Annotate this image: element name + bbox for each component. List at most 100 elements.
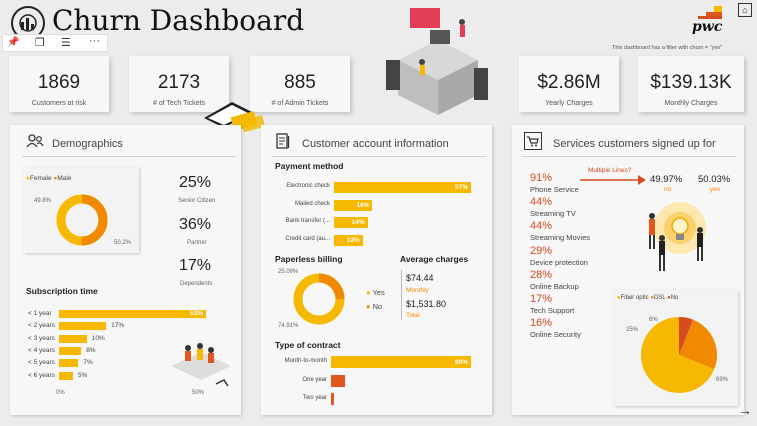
service-name: Device protection (530, 257, 588, 267)
pie-slice-fiber (641, 317, 715, 393)
multiple-lines-title: Multiple Lines? (588, 167, 632, 174)
female-pct-label: 49.8% (34, 198, 52, 204)
contract-bar-value: 89% (455, 359, 469, 366)
people-illustration (171, 343, 231, 387)
service-name: Streaming TV (530, 209, 576, 219)
paperless-legend: ● Yes ● No (366, 288, 385, 311)
visual-toolbar: 📌 ❐ ☰ ··· (2, 34, 108, 52)
multiple-lines-yes-label: yes (710, 186, 721, 193)
payment-bar-label: Electronic check (286, 183, 330, 189)
payment-bar-value: 14% (351, 219, 365, 226)
service-pct: 16% (530, 317, 553, 330)
service-pct: 44% (530, 220, 553, 233)
demographics-title: Demographics (52, 138, 123, 150)
service-name: Streaming Movies (530, 233, 591, 243)
donut-slice-yes (293, 273, 345, 325)
legend-female: Female (29, 175, 52, 182)
payment-bar-label: Credit card (au... (285, 235, 330, 242)
sub-bar (59, 310, 206, 318)
senior-citizen-value: 25% (179, 174, 212, 191)
filter-note: This dashboard has a filter with churn =… (612, 45, 723, 51)
service-name: Online Security (530, 330, 581, 340)
sub-bar-value: 17% (111, 322, 125, 330)
kpi-customers-at-risk: 1869 Customers at risk (9, 56, 109, 112)
senior-citizen-label: Senior Citizen (178, 198, 216, 204)
users-icon (26, 134, 44, 153)
filter-icon[interactable]: ☰ (61, 37, 71, 49)
contract-title: Type of contract (275, 340, 341, 350)
dependents-value: 17% (179, 257, 212, 274)
home-button[interactable]: ⌂ (738, 3, 752, 17)
subscription-title: Subscription time (26, 286, 98, 296)
service-name: Online Backup (530, 281, 579, 291)
paperless-no-pct: 74.91% (278, 323, 299, 329)
kpi-tech-tickets: 2173 # of Tech Tickets (129, 56, 229, 112)
paperless-yes-pct: 25.09% (278, 269, 299, 275)
avg-total-value: $1,531.80 (406, 299, 447, 309)
contract-bar (331, 356, 471, 368)
legend-male: Male (57, 175, 72, 182)
services-title: Services customers signed up for (553, 138, 716, 150)
copy-icon[interactable]: ❐ (35, 37, 45, 49)
payment-bar (334, 234, 363, 246)
sub-bar (59, 371, 73, 380)
dependents-label: Dependents (180, 281, 213, 287)
partner-value: 36% (179, 216, 212, 233)
legend-dsl: DSL (653, 295, 666, 301)
payment-bar-label: Bank transfer (... (285, 218, 330, 224)
payment-bar-value: 16% (356, 201, 370, 209)
multiple-lines-yes-value: 50.03% (698, 174, 731, 185)
internet-legend: ●Fiber optic ●DSL ●No (617, 295, 679, 301)
service-name: Tech Support (530, 306, 575, 315)
sub-bar-value: 7% (83, 359, 93, 367)
sub-axis-50: 50% (192, 390, 205, 396)
sub-bar-label: < 3 years (28, 334, 55, 342)
document-icon (276, 133, 290, 155)
sub-bar (59, 346, 82, 355)
sub-bar-label: < 5 years (28, 359, 55, 367)
cart-icon (524, 132, 542, 150)
sub-bar-value: 10% (91, 334, 105, 342)
contract-bar-label: Month-to-month (284, 358, 327, 364)
contract-bar (331, 393, 335, 405)
idea-illustration (649, 202, 706, 271)
service-pct: 44% (530, 196, 553, 209)
multiple-lines-no-label: no (664, 186, 672, 193)
paperless-title: Paperless billing (275, 254, 343, 264)
pie-no-label: 6% (649, 317, 658, 323)
pin-icon[interactable]: 📌 (7, 37, 20, 48)
sub-bar-value: 53% (190, 310, 204, 317)
paperless-donut-chart (293, 273, 345, 325)
account-title: Customer account information (302, 138, 449, 150)
kpi-monthly-charges: $139.13K Monthly Charges (638, 56, 744, 112)
pie-fiber-label: 69% (716, 377, 729, 383)
payment-method-title: Payment method (275, 161, 344, 171)
service-pct: 29% (530, 244, 553, 257)
sub-bar-value: 8% (86, 346, 96, 354)
avg-monthly-label: Monthly (406, 287, 429, 294)
sub-axis-0: 0% (56, 390, 65, 396)
gender-legend: ●Female ●Male (26, 175, 72, 182)
isometric-illustration (386, 8, 488, 115)
sub-bar-label: < 6 years (28, 371, 55, 379)
payment-bar-label: Mailed check (294, 200, 330, 207)
avg-total-label: Total (406, 312, 420, 319)
pie-slice-no (679, 317, 693, 355)
sub-bar (59, 322, 107, 331)
pie-dsl-label: 25% (626, 327, 639, 333)
sub-bar-label: < 1 year (28, 310, 52, 317)
avg-monthly-value: $74.44 (406, 273, 434, 283)
contract-bar (331, 374, 346, 387)
sub-bar (59, 334, 87, 343)
kpi-yearly-charges: $2.86M Yearly Charges (519, 56, 619, 112)
contract-bar-label: Two year (302, 395, 327, 401)
page-title: Churn Dashboard (52, 4, 305, 37)
next-page-arrow[interactable]: → (738, 402, 752, 418)
brand-logo: pwc (690, 6, 734, 36)
pie-slice-dsl (679, 319, 717, 369)
internet-pie-chart (641, 317, 717, 393)
payment-bar-value: 12% (346, 236, 360, 244)
more-options-icon[interactable]: ··· (89, 35, 100, 47)
legend-yes: Yes (372, 288, 385, 297)
donut-slice-male (56, 194, 108, 246)
